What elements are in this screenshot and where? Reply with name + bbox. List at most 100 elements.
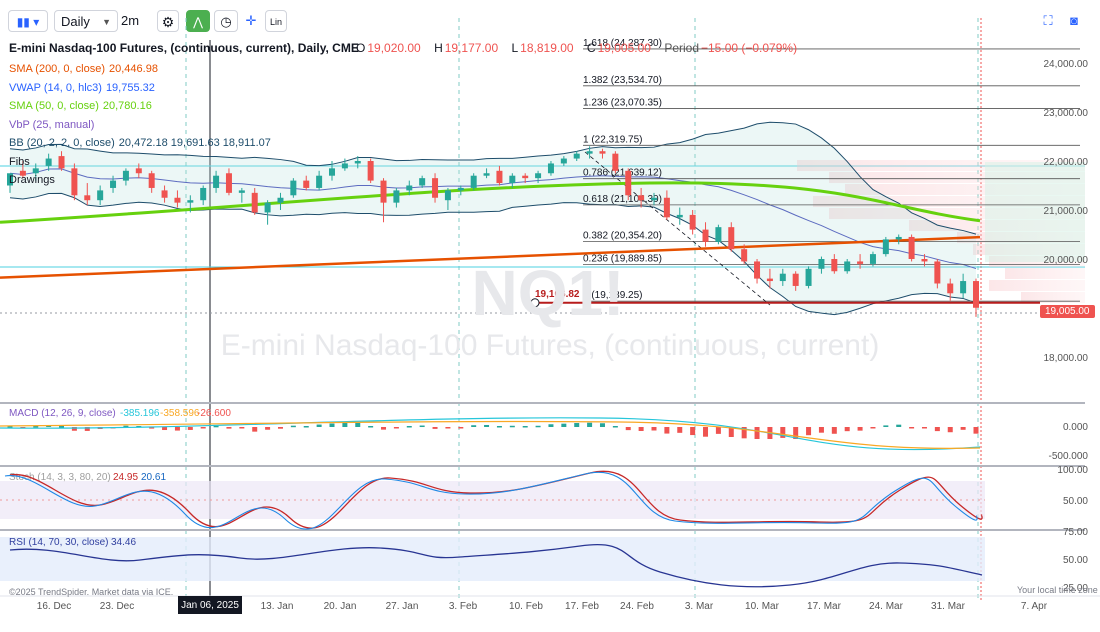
axes: 24,000.00 23,000.00 22,000.00 21,000.00 20,0… — [0, 59, 1100, 614]
indicator-legend-item[interactable]: VbP (25, manual) — [9, 119, 98, 131]
macd-histogram-bar — [574, 423, 580, 427]
macd-histogram-bar — [226, 427, 232, 429]
trend-icon: ⋀ — [193, 15, 203, 29]
candle-body — [522, 175, 529, 179]
vwap-line — [9, 168, 977, 270]
fullscreen-button[interactable]: ⛶ — [1038, 10, 1058, 32]
fib-label: 1.382 (23,534.70) — [583, 75, 662, 86]
indicator-legend-item[interactable]: BB (20, 2, 2, 0, close) 20,472.18 19,691.… — [9, 137, 275, 149]
macd-histogram-bar — [728, 427, 734, 437]
volume-profile-bar — [813, 196, 1085, 207]
macd-histogram-bar — [406, 426, 412, 428]
macd-axis-label: 0.000 — [1063, 422, 1088, 433]
macd-histogram-bar — [445, 427, 451, 429]
volume-profile-bar — [797, 160, 1085, 171]
candle-body — [805, 268, 812, 286]
crosshair-button[interactable]: ✛ — [240, 10, 262, 32]
macd-histogram-bar — [393, 427, 399, 429]
candle-body — [316, 175, 323, 188]
macd-histogram-bar — [883, 425, 889, 427]
macd-histogram-bar — [973, 427, 979, 434]
crosshair-icon: ✛ — [245, 13, 257, 28]
macd-histogram-bar — [896, 424, 902, 427]
interval-select[interactable]: Daily ▼ — [54, 10, 118, 32]
macd-histogram-bar — [587, 422, 593, 427]
candlestick-icon: ▮▮ ▾ — [16, 15, 40, 29]
candle-body — [573, 153, 580, 159]
scale-toggle-button[interactable]: Lin — [265, 10, 287, 32]
settings-button[interactable]: ⚙ — [157, 10, 179, 32]
x-axis-label: 3. Mar — [685, 601, 714, 612]
macd-histogram-bar — [33, 426, 39, 428]
rsi-axis-label: 75.00 — [1063, 527, 1088, 538]
bollinger-upper — [9, 121, 977, 235]
candle-body — [766, 278, 773, 282]
rsi-axis-label: 25.00 — [1063, 583, 1088, 594]
candle-body — [148, 173, 155, 188]
clock-icon: ◷ — [220, 14, 232, 29]
macd-histogram-bar — [677, 427, 683, 433]
candle-body — [200, 187, 207, 201]
macd-histogram-bar — [484, 424, 490, 427]
candle-body — [535, 173, 542, 179]
macd-histogram-bar — [612, 426, 618, 428]
candle-body — [483, 173, 490, 176]
candle-body — [19, 170, 26, 176]
indicator-legend-item[interactable]: SMA (200, 0, close) 20,446.98 — [9, 63, 162, 75]
indicator-legend-item[interactable]: SMA (50, 0, close) 20,780.16 — [9, 100, 156, 112]
fib-label: 0.786 (21,639.12) — [583, 168, 662, 179]
candle-body — [264, 202, 271, 213]
x-axis-label: 27. Jan — [386, 601, 419, 612]
macd-histogram-bar — [187, 427, 193, 430]
macd-histogram-bar — [831, 427, 837, 434]
x-axis-label: 17. Feb — [565, 601, 599, 612]
indicator-legend-item[interactable]: Fibs — [9, 156, 34, 168]
candle-body — [470, 175, 477, 188]
snapshot-button[interactable]: ◙ — [1064, 10, 1084, 32]
macd-histogram-bar — [690, 427, 696, 436]
chart-type-button[interactable]: ▮▮ ▾ — [8, 10, 48, 32]
stoch-legend: Stoch (14, 3, 3, 80, 20) — [9, 472, 111, 483]
change-value: −15.00 (−0.079%) — [701, 41, 798, 55]
open-value: 19,020.00 — [367, 41, 421, 55]
crosshair-date-label: Jan 06, 2025 — [181, 600, 239, 611]
macd-histogram-bar — [381, 427, 387, 430]
macd-histogram-bar — [303, 426, 309, 428]
candle-body — [45, 158, 52, 166]
timezone-text[interactable]: Your local time zone — [1017, 585, 1098, 595]
fib-label: 0.618 (21,104.30) — [583, 194, 662, 205]
candle-body — [882, 239, 889, 255]
candle-body — [869, 254, 876, 264]
indicator-name: SMA (200, 0, close) — [9, 63, 105, 75]
macd-histogram-bar — [844, 427, 850, 432]
macd-histogram-bar — [509, 425, 515, 428]
macd-histogram-bar — [149, 427, 155, 429]
candle-body — [728, 227, 735, 250]
candle-body — [921, 259, 928, 262]
indicator-name: SMA (50, 0, close) — [9, 100, 99, 112]
candle-body — [973, 281, 979, 308]
indicator-legend-item[interactable]: VWAP (14, 0, hlc3) 19,755.32 — [9, 82, 159, 94]
x-axis-label: 10. Mar — [745, 601, 780, 612]
candle-body — [715, 227, 722, 242]
macd-histogram-bar — [277, 427, 283, 429]
indicator-panes: MACD (12, 26, 9, close) -385.196 -358.596-… — [0, 402, 1088, 594]
low-label: L — [511, 41, 519, 55]
range-button[interactable]: 2m — [118, 10, 142, 32]
candle-body — [329, 168, 335, 176]
candle-body — [419, 178, 426, 186]
candle-body — [238, 190, 245, 193]
x-axis-label: 7. Apr — [1021, 601, 1048, 612]
replay-button[interactable]: ◷ — [214, 10, 238, 32]
indicator-value: 20,472.18 19,691.63 18,911.07 — [118, 137, 271, 149]
macd-histogram-bar — [870, 427, 876, 429]
candle-body — [509, 175, 516, 184]
macd-histogram-bar — [664, 427, 670, 434]
x-axis-label: 17. Mar — [807, 601, 842, 612]
candle-body — [754, 261, 761, 279]
toolbar: ▮▮ ▾ Daily ▼ 2m ⚙ ⋀ ◷ ✛ Lin ⛶ ◙ — [0, 0, 1100, 40]
macd-histogram-bar — [84, 427, 90, 431]
candle-body — [960, 281, 967, 294]
indicator-legend-item[interactable]: Drawings — [9, 174, 59, 186]
